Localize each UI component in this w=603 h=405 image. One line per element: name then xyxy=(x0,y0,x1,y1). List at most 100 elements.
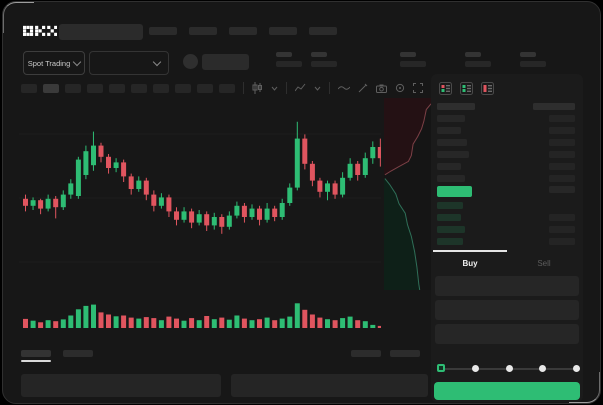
timeframe-button[interactable] xyxy=(131,84,147,93)
book-asks-icon[interactable] xyxy=(481,82,494,95)
bottom-tab-underline xyxy=(21,360,51,362)
coin-avatar xyxy=(183,54,198,69)
stat-value xyxy=(276,61,302,67)
stat-value xyxy=(465,61,491,67)
chevron-down-icon[interactable] xyxy=(310,85,325,92)
orderbook-ask-row[interactable] xyxy=(437,151,575,158)
slider-step[interactable] xyxy=(505,364,513,372)
orderbook-bid-row[interactable] xyxy=(437,226,575,233)
price-display[interactable] xyxy=(202,54,249,70)
slider-step[interactable] xyxy=(573,364,580,372)
timeframe-bar xyxy=(21,84,235,93)
toolbar-divider xyxy=(243,82,244,94)
candle-style-icon[interactable] xyxy=(248,82,267,94)
ask-amount-cell xyxy=(549,151,575,158)
last-price-highlight xyxy=(437,186,472,197)
timeframe-button[interactable] xyxy=(109,84,125,93)
okx-logo xyxy=(23,24,57,39)
timeframe-button[interactable] xyxy=(219,84,235,93)
orderbook-bid-row[interactable] xyxy=(437,202,575,209)
orderbook-header-col xyxy=(533,103,575,110)
chart-tools xyxy=(239,81,427,95)
ticker-stat xyxy=(520,52,546,67)
bid-amount-cell xyxy=(549,214,575,221)
orderbook-ask-row[interactable] xyxy=(437,175,575,182)
nav-item[interactable] xyxy=(229,27,257,35)
candlestick-chart[interactable] xyxy=(19,98,381,296)
orderbook-asks xyxy=(437,115,575,187)
bottom-tab-active[interactable] xyxy=(21,350,51,357)
stat-label xyxy=(400,52,416,57)
timeframe-button[interactable] xyxy=(197,84,213,93)
ticker-stat xyxy=(465,52,491,67)
chevron-down-icon[interactable] xyxy=(267,85,282,92)
orderbook-ask-row[interactable] xyxy=(437,127,575,134)
timeframe-button[interactable] xyxy=(21,84,37,93)
search-input[interactable] xyxy=(59,24,143,40)
nav-item[interactable] xyxy=(149,27,177,35)
bottom-tab[interactable] xyxy=(63,350,93,357)
nav-item[interactable] xyxy=(269,27,297,35)
ask-amount-cell xyxy=(549,163,575,170)
orderbook-ask-row[interactable] xyxy=(437,115,575,122)
orderbook-bid-row[interactable] xyxy=(437,238,575,245)
orderbook-bids xyxy=(437,202,575,250)
book-bids-icon[interactable] xyxy=(460,82,473,95)
bid-price-cell xyxy=(437,202,463,209)
order-input-field[interactable] xyxy=(435,276,579,296)
bid-price-cell xyxy=(437,238,463,245)
ask-price-cell xyxy=(437,115,465,122)
volume-chart xyxy=(19,300,381,328)
stat-label xyxy=(276,52,292,57)
toolbar-divider xyxy=(286,82,287,94)
nav-item[interactable] xyxy=(309,27,337,35)
timeframe-button[interactable] xyxy=(175,84,191,93)
bottom-action[interactable] xyxy=(351,350,381,357)
ask-price-cell xyxy=(437,139,467,146)
slider-handle[interactable] xyxy=(437,364,445,372)
stat-value xyxy=(400,61,426,67)
slider-step[interactable] xyxy=(471,364,479,372)
ask-price-cell xyxy=(437,127,461,134)
orderbook-ask-row[interactable] xyxy=(437,163,575,170)
bottom-panel-left xyxy=(21,374,221,397)
ask-price-cell xyxy=(437,163,461,170)
nav-item[interactable] xyxy=(189,27,217,35)
buy-tab-underline xyxy=(433,250,507,252)
timeframe-button[interactable] xyxy=(43,84,59,93)
depth-chart[interactable] xyxy=(384,98,431,290)
camera-icon[interactable] xyxy=(372,84,391,93)
orderbook-cell xyxy=(549,186,575,193)
tab-sell[interactable]: Sell xyxy=(537,259,551,268)
chevron-down-icon xyxy=(152,57,162,66)
order-input-field[interactable] xyxy=(435,324,579,344)
orderbook-ask-row[interactable] xyxy=(437,139,575,146)
orderbook-bid-row[interactable] xyxy=(437,214,575,221)
indicators-icon[interactable] xyxy=(291,83,310,94)
orderbook-view-modes xyxy=(439,82,494,95)
timeframe-button[interactable] xyxy=(153,84,169,93)
bid-price-cell xyxy=(437,214,461,221)
book-both-icon[interactable] xyxy=(439,82,452,95)
slider-step[interactable] xyxy=(539,364,547,372)
draw-icon[interactable] xyxy=(354,83,372,93)
timeframe-button[interactable] xyxy=(65,84,81,93)
settings-icon[interactable] xyxy=(391,83,409,93)
bid-amount-cell xyxy=(549,226,575,233)
timeframe-button[interactable] xyxy=(87,84,103,93)
orderbook-header xyxy=(437,103,575,110)
fullscreen-icon[interactable] xyxy=(409,83,427,93)
buy-button[interactable] xyxy=(434,382,580,400)
bottom-action[interactable] xyxy=(390,350,420,357)
order-input-field[interactable] xyxy=(435,300,579,320)
market-type-selector[interactable]: Spot Trading xyxy=(23,51,85,75)
market-type-label: Spot Trading xyxy=(27,58,71,68)
pair-selector[interactable] xyxy=(89,51,169,75)
line-style-icon[interactable] xyxy=(334,84,354,92)
stat-label xyxy=(520,52,536,57)
tab-buy[interactable]: Buy xyxy=(462,259,478,268)
trade-tabs: Buy Sell xyxy=(433,254,581,270)
ticker-stat xyxy=(311,52,337,67)
